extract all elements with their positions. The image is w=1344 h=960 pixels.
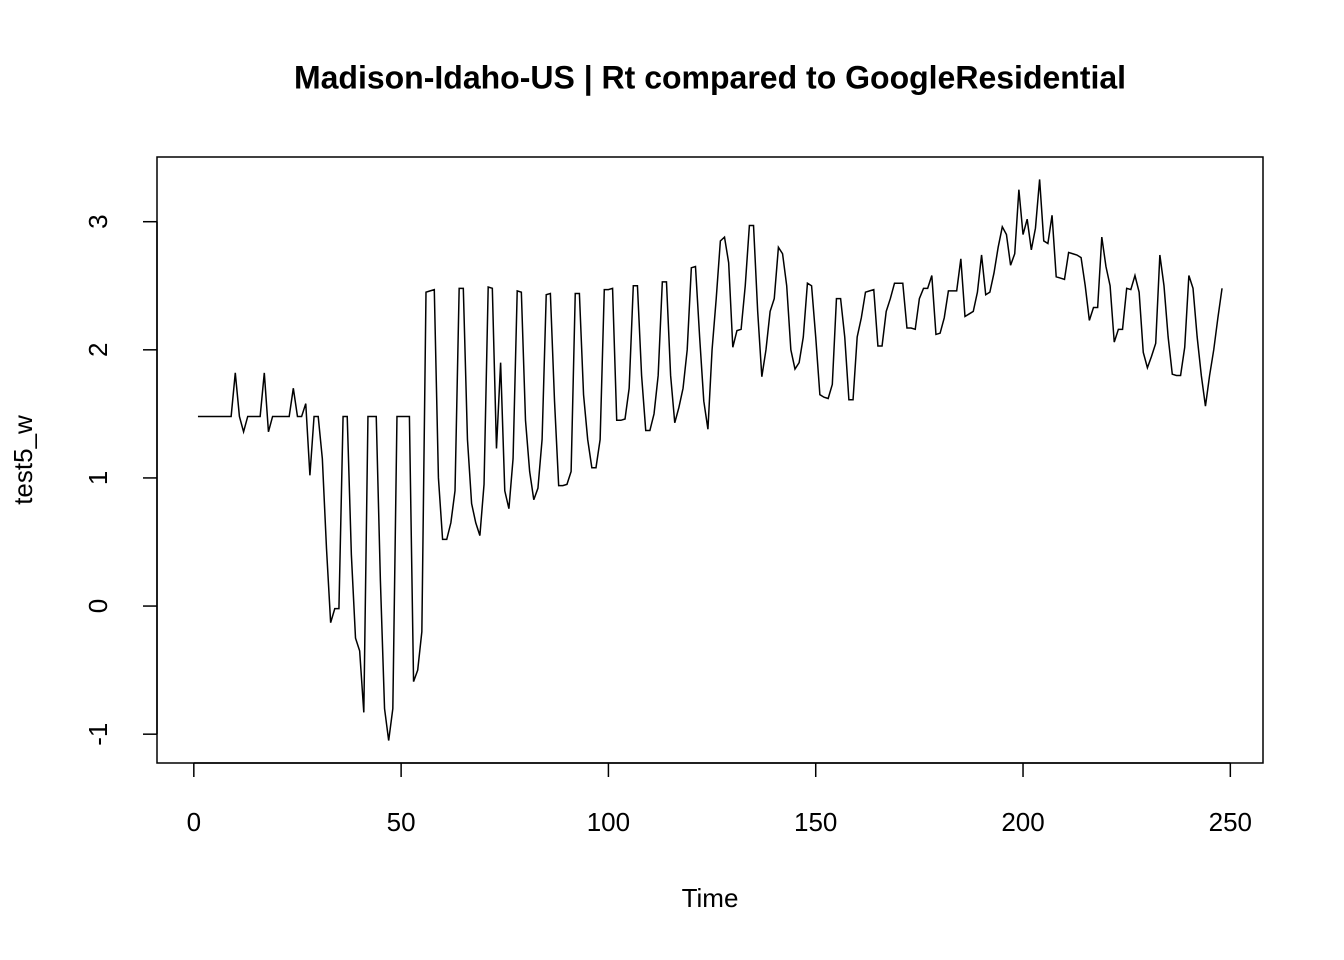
x-axis-label: Time <box>682 883 739 913</box>
x-tick-label: 200 <box>1001 807 1044 837</box>
y-axis-label: test5_w <box>8 415 38 505</box>
y-tick-label: 0 <box>83 599 113 613</box>
x-tick-label: 0 <box>187 807 201 837</box>
x-tick-label: 100 <box>587 807 630 837</box>
y-tick-label: 3 <box>83 214 113 228</box>
x-tick-label: 250 <box>1209 807 1252 837</box>
data-line <box>197 179 1223 741</box>
y-tick-label: 1 <box>83 471 113 485</box>
x-tick-label: 50 <box>387 807 416 837</box>
x-tick-label: 150 <box>794 807 837 837</box>
chart-title: Madison-Idaho-US | Rt compared to Google… <box>294 59 1126 95</box>
y-tick-label: 2 <box>83 343 113 357</box>
y-tick-label: -1 <box>83 723 113 746</box>
